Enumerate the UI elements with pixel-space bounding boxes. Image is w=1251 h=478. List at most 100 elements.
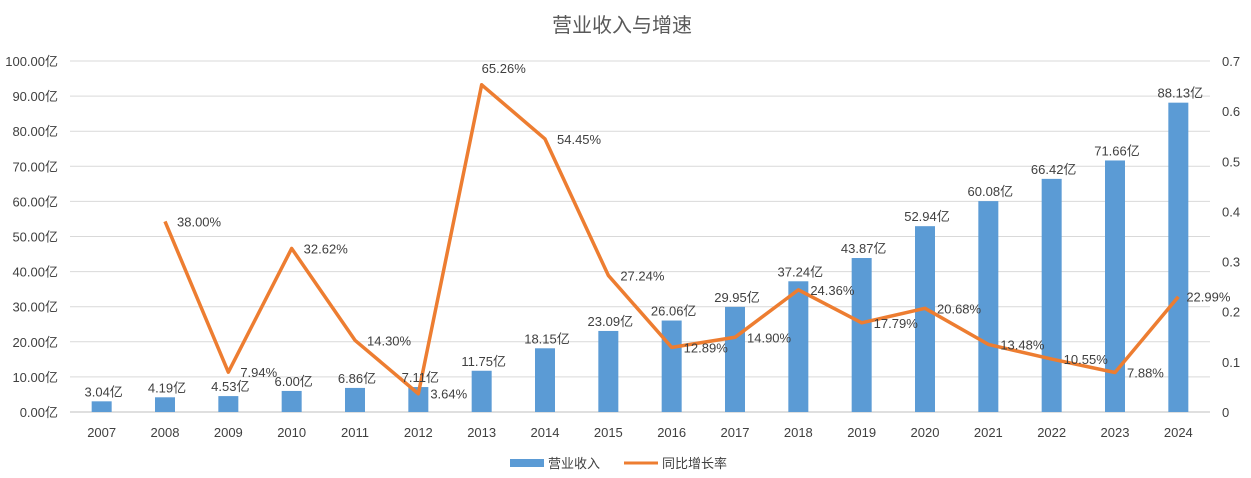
right-tick-label: 0.6 <box>1222 104 1240 119</box>
chart-title: 营业收入与增速 <box>552 14 692 37</box>
bar-data-labels: 3.04亿 4.19亿 4.53亿 6.00亿 6.86亿 7.11亿 11.75亿 18.1… <box>85 86 1204 400</box>
x-tick-label: 2008 <box>151 425 180 440</box>
bar <box>661 320 682 412</box>
bar <box>1105 160 1125 412</box>
bar-data-label: 60.08亿 <box>968 184 1014 199</box>
line-data-label: 24.36% <box>810 283 855 298</box>
bar <box>915 226 935 412</box>
legend: 营业收入 同比增长率 <box>510 456 727 471</box>
left-tick-label: 40.00亿 <box>12 265 58 280</box>
x-tick-label: 2018 <box>784 425 813 440</box>
growth-line-path <box>163 83 1180 396</box>
bar-data-label: 37.24亿 <box>778 264 824 279</box>
bar <box>91 401 112 412</box>
left-tick-label: 30.00亿 <box>12 300 58 315</box>
x-tick-label: 2020 <box>911 425 940 440</box>
bar-data-label: 26.06亿 <box>651 304 697 319</box>
bar-data-label: 6.86亿 <box>338 371 376 386</box>
line-data-label: 3.64% <box>430 387 467 402</box>
x-tick-label: 2013 <box>467 425 496 440</box>
left-tick-label: 0.00亿 <box>20 405 58 420</box>
x-tick-label: 2012 <box>404 425 433 440</box>
line-data-label: 7.94% <box>240 365 277 380</box>
bar-data-label: 3.04亿 <box>85 384 123 399</box>
growth-line <box>163 83 1180 396</box>
left-tick-label: 80.00亿 <box>12 124 58 139</box>
bar-data-label: 29.95亿 <box>714 290 760 305</box>
line-data-label: 10.55% <box>1064 352 1109 367</box>
bar <box>281 390 302 412</box>
x-tick-label: 2011 <box>341 425 369 440</box>
line-data-label: 14.30% <box>367 333 412 348</box>
bar-data-label: 7.11亿 <box>402 370 439 385</box>
right-tick-label: 0.1 <box>1222 355 1240 370</box>
left-tick-label: 60.00亿 <box>12 194 58 209</box>
line-data-label: 13.48% <box>1000 337 1045 352</box>
right-axis: 0 0.1 0.2 0.3 0.4 0.5 0.6 0.7 <box>1222 54 1240 420</box>
x-tick-label: 2009 <box>214 425 243 440</box>
gridlines <box>70 60 1210 413</box>
left-tick-label: 100.00亿 <box>5 54 58 69</box>
right-tick-label: 0.4 <box>1222 204 1240 219</box>
bar-data-label: 71.66亿 <box>1094 143 1140 158</box>
line-data-label: 32.62% <box>304 241 349 256</box>
line-data-label: 7.88% <box>1127 365 1164 380</box>
x-tick-label: 2017 <box>721 425 750 440</box>
legend-label-revenue: 营业收入 <box>548 456 600 471</box>
right-tick-label: 0.2 <box>1222 305 1240 320</box>
bar <box>1041 178 1062 412</box>
revenue-bars <box>91 102 1189 412</box>
bar <box>535 348 555 412</box>
x-axis: 2007 2008 2009 2010 2011 2012 2013 2014 2015 2016… <box>87 425 1193 440</box>
line-data-label: 20.68% <box>937 301 982 316</box>
line-data-label: 12.89% <box>684 340 729 355</box>
bar <box>978 201 999 412</box>
right-tick-label: 0.5 <box>1222 154 1240 169</box>
x-tick-label: 2024 <box>1164 425 1193 440</box>
line-data-label: 54.45% <box>557 132 602 147</box>
x-tick-label: 2022 <box>1037 425 1066 440</box>
right-tick-label: 0.7 <box>1222 54 1240 69</box>
line-data-label: 65.26% <box>482 61 527 76</box>
line-data-label: 22.99% <box>1186 290 1231 305</box>
bar-data-label: 66.42亿 <box>1031 162 1077 177</box>
x-tick-label: 2007 <box>87 425 116 440</box>
bar <box>408 387 429 412</box>
left-tick-label: 50.00亿 <box>12 230 58 245</box>
line-data-label: 14.90% <box>747 330 792 345</box>
left-tick-label: 70.00亿 <box>12 159 58 174</box>
bar-data-label: 52.94亿 <box>904 209 950 224</box>
bar-data-label: 18.15亿 <box>524 331 570 346</box>
line-data-label: 17.79% <box>874 316 919 331</box>
x-tick-label: 2016 <box>657 425 686 440</box>
left-axis: 0.00亿 10.00亿 20.00亿 30.00亿 40.00亿 50.00亿 60.00… <box>5 54 58 420</box>
bar-data-label: 11.75亿 <box>461 354 506 369</box>
bar <box>788 281 809 412</box>
line-data-labels: 38.00% 7.94% 32.62% 14.30% 3.64% 65.26% 54.45%… <box>177 61 1231 402</box>
bar <box>345 387 365 412</box>
bar <box>155 397 175 412</box>
left-tick-label: 90.00亿 <box>12 89 58 104</box>
x-tick-label: 2014 <box>531 425 560 440</box>
left-tick-label: 10.00亿 <box>12 370 58 385</box>
bar-data-label: 6.00亿 <box>275 374 313 389</box>
bar-data-label: 4.53亿 <box>211 379 249 394</box>
bar <box>471 370 492 412</box>
x-tick-label: 2019 <box>847 425 876 440</box>
x-tick-label: 2010 <box>277 425 306 440</box>
bar-data-label: 4.19亿 <box>148 380 186 395</box>
x-tick-label: 2015 <box>594 425 623 440</box>
bar <box>851 258 872 412</box>
bar-data-label: 88.13亿 <box>1158 86 1204 101</box>
bar-data-label: 43.87亿 <box>841 241 887 256</box>
right-tick-label: 0 <box>1222 405 1229 420</box>
bar <box>725 306 745 412</box>
bar <box>218 396 239 412</box>
legend-label-growth: 同比增长率 <box>662 456 727 471</box>
right-tick-label: 0.3 <box>1222 255 1240 270</box>
bar-data-label: 23.09亿 <box>588 314 634 329</box>
line-data-label: 27.24% <box>620 268 665 283</box>
bar <box>598 330 619 412</box>
x-tick-label: 2021 <box>974 425 1003 440</box>
line-data-label: 38.00% <box>177 214 222 229</box>
